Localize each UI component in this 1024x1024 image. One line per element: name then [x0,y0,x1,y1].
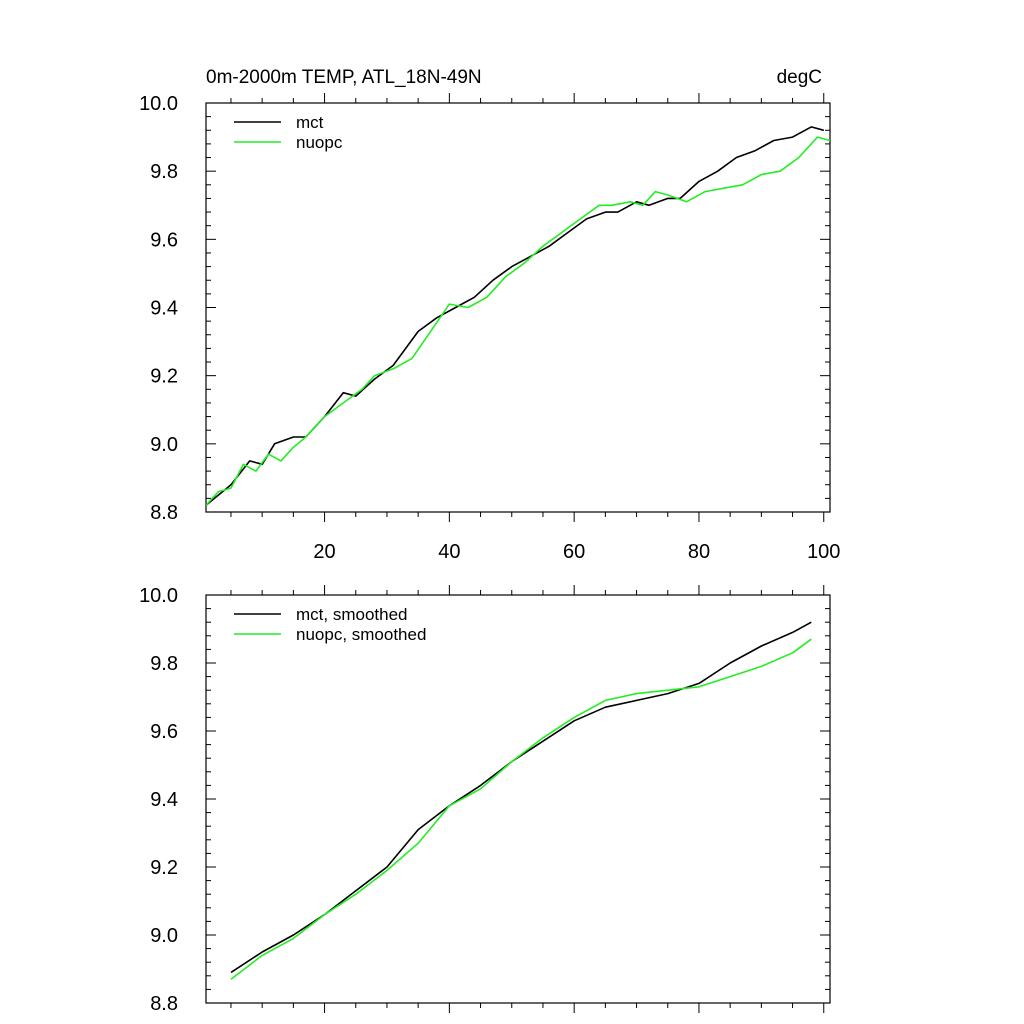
units-label: degC [777,67,822,88]
panel-top: 8.8 9.0 9.2 9.4 9.6 9.8 10.0 20 40 60 80 100 0m-2000… [139,67,840,563]
y-tick-label: 9.8 [150,653,178,675]
y-tick-label: 9.4 [150,298,178,320]
y-tick-label: 9.2 [150,857,178,879]
y-tick-label: 9.6 [150,721,178,743]
y-tick-label: 9.8 [150,161,178,183]
y-tick-label: 8.8 [150,502,178,524]
series-line-nuopc [206,136,830,506]
legend-label-mct: mct [296,113,324,132]
plot-frame [205,594,831,1004]
y-tick-label: 9.0 [150,434,178,456]
y-tick-label: 10.0 [139,93,178,115]
y-tick-label: 9.0 [150,925,178,947]
x-tick-label: 80 [688,541,710,563]
chart-title: 0m-2000m TEMP, ATL_18N-49N [206,67,482,88]
y-tick-label: 9.4 [150,789,178,811]
x-tick-label: 40 [438,541,460,563]
series-line-nuopc [230,638,812,980]
plot-frame [205,102,831,513]
legend-label-mct: mct, smoothed [296,605,408,624]
x-tick-label: 60 [563,541,585,563]
y-tick-label: 9.6 [150,229,178,251]
legend-label-nuopc: nuopc, smoothed [296,625,426,644]
x-tick-label: 100 [807,541,840,563]
legend-label-nuopc: nuopc [296,133,343,152]
y-tick-label: 8.8 [150,993,178,1015]
y-tick-label: 10.0 [139,585,178,607]
x-tick-label: 20 [313,541,335,563]
y-tick-label: 9.2 [150,366,178,388]
panel-bottom: 8.8 9.0 9.2 9.4 9.6 9.8 10.0 mct, smoothednuopc… [139,585,831,1015]
series-line-mct [206,126,825,506]
